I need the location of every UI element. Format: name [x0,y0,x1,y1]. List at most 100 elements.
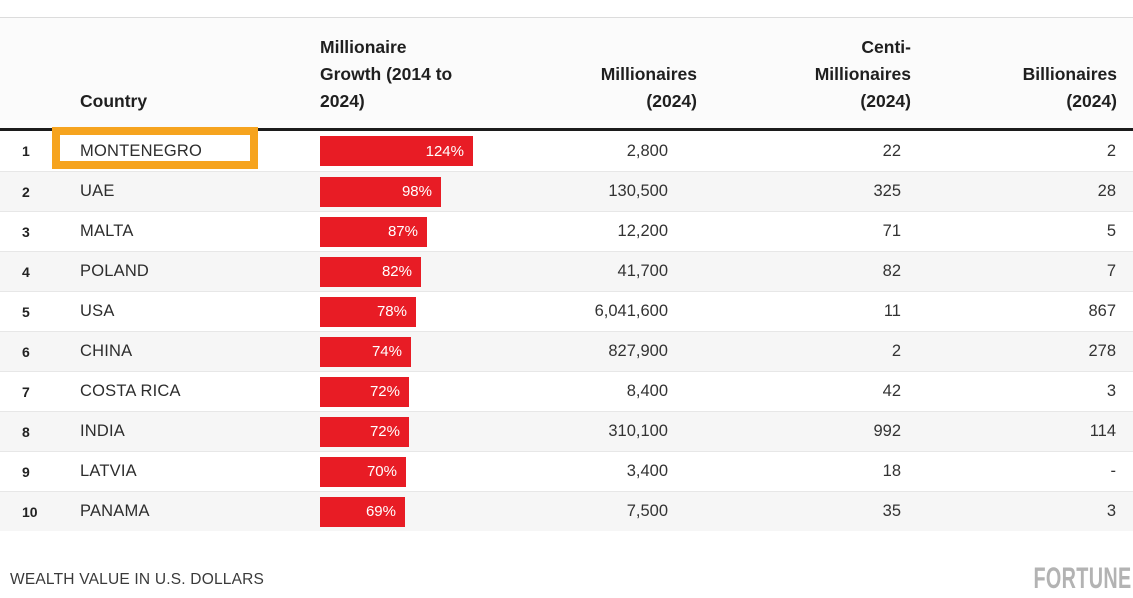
centi-millionaires-cell: 992 [873,422,901,440]
growth-bar: 124% [320,136,473,166]
country-cell: LATVIA [80,462,137,480]
billionaires-cell: 3 [1106,382,1116,400]
table-row: 4 POLAND 82% 41,700 82 7 [0,251,1133,291]
millionaires-cell: 41,700 [617,262,668,280]
growth-bar: 70% [320,456,406,487]
growth-cell: 72% [320,416,505,447]
growth-bar-label: 98% [401,183,432,200]
billionaires-cell: 7 [1106,262,1116,280]
country-cell: CHINA [80,342,133,360]
table-row: 5 USA 78% 6,041,600 11 867 [0,291,1133,331]
table-row: 8 INDIA 72% 310,100 992 114 [0,411,1133,451]
centi-millionaires-cell: 325 [873,182,901,200]
table-row: 7 COSTA RICA 72% 8,400 42 3 [0,371,1133,411]
growth-cell: 87% [320,216,505,247]
millionaires-cell: 130,500 [608,182,668,200]
millionaires-cell: 6,041,600 [594,302,668,320]
centi-millionaires-cell: 35 [882,502,901,520]
rank-cell: 2 [22,183,30,200]
growth-bar: 78% [320,296,416,327]
centi-millionaires-cell: 22 [882,141,901,160]
country-cell: MALTA [80,222,134,240]
country-cell: USA [80,302,115,320]
col-header-growth: Millionaire Growth (2014 to 2024) [320,34,505,115]
col-header-growth-label: Millionaire Growth (2014 to 2024) [320,36,453,111]
country-cell: MONTENEGRO [80,141,203,160]
fortune-logo: FORTUNE [1032,562,1131,595]
millionaires-cell: 827,900 [608,342,668,360]
growth-cell: 72% [320,376,505,407]
rank-cell: 7 [22,383,30,400]
billionaires-cell: 2 [1106,141,1116,160]
billionaires-cell: 278 [1088,342,1116,360]
rank-cell: 5 [22,303,30,320]
top-divider [0,17,1133,18]
millionaires-cell: 7,500 [626,502,668,520]
growth-bar-label: 72% [369,383,400,400]
millionaires-cell: 8,400 [626,382,668,400]
col-header-millionaires: Millionaires (2024) [505,61,697,115]
growth-bar-label: 78% [376,303,407,320]
rank-cell: 3 [22,223,30,240]
growth-cell: 69% [320,496,505,527]
rank-cell: 4 [22,263,30,280]
growth-bar: 74% [320,336,411,367]
table-body: 1 MONTENEGRO 124% 2,800 22 2 2 UAE 98% 1… [0,131,1133,531]
col-header-centi-millionaires: Centi-Millionaires (2024) [697,34,911,115]
growth-bar: 72% [320,416,409,447]
rank-cell: 6 [22,343,30,360]
growth-cell: 98% [320,176,505,207]
growth-bar-label: 124% [425,142,464,160]
growth-bar-label: 72% [369,423,400,440]
centi-millionaires-cell: 42 [882,382,901,400]
growth-bar-label: 87% [387,223,418,240]
growth-bar-label: 70% [366,463,397,480]
growth-cell: 70% [320,456,505,487]
footnote: WEALTH VALUE IN U.S. DOLLARS [10,571,265,588]
rank-cell: 1 [22,143,30,159]
billionaires-cell: 28 [1097,182,1116,200]
centi-millionaires-cell: 18 [882,462,901,480]
centi-millionaires-cell: 82 [882,262,901,280]
table-row: 9 LATVIA 70% 3,400 18 - [0,451,1133,491]
country-cell: UAE [80,182,115,200]
growth-cell: 82% [320,256,505,287]
growth-bar-label: 74% [371,343,402,360]
billionaires-cell: 114 [1089,422,1116,440]
growth-cell: 124% [320,136,505,166]
col-header-millionaires-label: Millionaires (2024) [600,63,697,111]
millionaires-cell: 2,800 [626,141,668,160]
col-header-billionaires: Billionaires (2024) [911,61,1117,115]
rank-cell: 10 [22,503,38,520]
growth-bar: 87% [320,216,427,247]
rank-cell: 8 [22,423,30,440]
country-cell: COSTA RICA [80,382,181,400]
table-row: 10 PANAMA 69% 7,500 35 3 [0,491,1133,531]
highlight-annotation-box [52,127,258,169]
millionaires-cell: 3,400 [626,462,668,480]
billionaires-cell: 3 [1106,502,1116,520]
col-header-country-label: Country [80,90,148,111]
billionaires-cell: - [1110,462,1117,480]
centi-millionaires-cell: 2 [891,342,901,360]
table-row: 6 CHINA 74% 827,900 2 278 [0,331,1133,371]
table-row: 3 MALTA 87% 12,200 71 5 [0,211,1133,251]
millionaires-cell: 12,200 [617,222,668,240]
country-cell: INDIA [80,422,126,440]
growth-bar: 69% [320,496,405,527]
col-header-country: Country [56,88,320,115]
growth-cell: 78% [320,296,505,327]
col-header-billionaires-label: Billionaires (2024) [1022,63,1117,111]
table-header-row: Country Millionaire Growth (2014 to 2024… [0,18,1133,131]
centi-millionaires-cell: 11 [883,302,901,320]
growth-bar: 98% [320,176,441,207]
growth-bar: 72% [320,376,409,407]
centi-millionaires-cell: 71 [882,222,901,240]
growth-cell: 74% [320,336,505,367]
growth-bar-label: 82% [381,263,412,280]
table-row: 2 UAE 98% 130,500 325 28 [0,171,1133,211]
rank-cell: 9 [22,463,30,480]
country-cell: POLAND [80,262,150,280]
growth-bar-label: 69% [365,503,396,520]
